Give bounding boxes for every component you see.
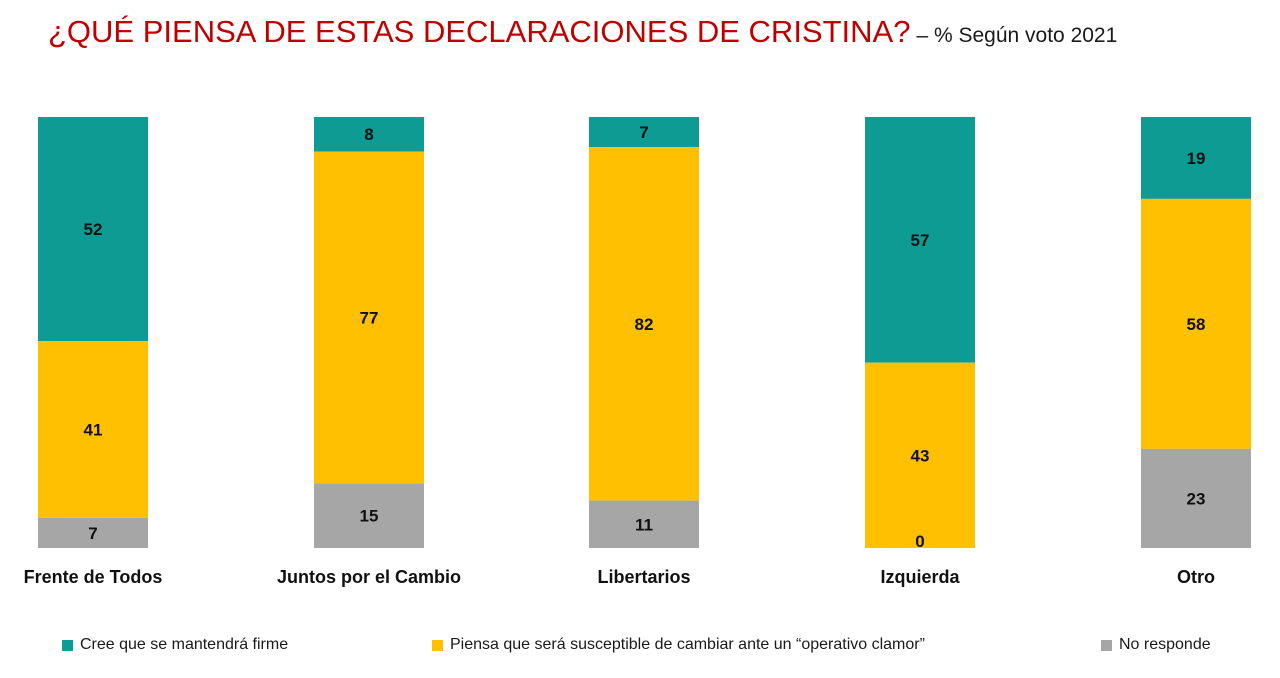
data-label-libertarios-cambiar: 82 [635,315,654,334]
data-label-frente-de-todos-firme: 52 [84,220,103,239]
data-label-frente-de-todos-cambiar: 41 [84,420,103,439]
data-label-otro-firme: 19 [1187,149,1206,168]
bar-segment-libertarios-cambiar [589,147,699,501]
bar-segment-frente-de-todos-cambiar [38,341,148,518]
bar-segment-izquierda-firme [865,117,975,363]
data-label-otro-cambiar: 58 [1187,315,1206,334]
data-label-izquierda-cambiar: 43 [911,446,930,465]
data-label-juntos-por-el-cambio-cambiar: 77 [360,308,379,327]
data-label-izquierda-firme: 57 [911,231,930,250]
bar-segment-juntos-por-el-cambio-no-responde [314,483,424,548]
chart-title: ¿QUÉ PIENSA DE ESTAS DECLARACIONES DE CR… [48,14,911,49]
legend-item-no-responde: No responde [1101,636,1211,654]
bar-segment-juntos-por-el-cambio-firme [314,117,424,152]
data-label-otro-no-responde: 23 [1187,489,1206,508]
data-label-frente-de-todos-no-responde: 7 [88,524,97,543]
category-label-izquierda: Izquierda [880,567,960,587]
data-label-juntos-por-el-cambio-firme: 8 [364,125,373,144]
category-label-juntos-por-el-cambio: Juntos por el Cambio [277,567,461,587]
bar-segment-libertarios-no-responde [589,500,699,548]
chart-legend: Cree que se mantendrá firme Piensa que s… [0,636,1280,660]
bar-segment-otro-cambiar [1141,198,1251,449]
bar-segment-frente-de-todos-firme [38,117,148,342]
legend-swatch-no-responde [1101,639,1112,651]
category-label-frente-de-todos: Frente de Todos [24,567,163,587]
legend-label-cambiar: Piensa que será susceptible de cambiar a… [450,636,925,653]
category-label-libertarios: Libertarios [597,567,690,587]
bar-segment-otro-firme [1141,117,1251,199]
bar-segment-izquierda-cambiar [865,362,975,548]
data-label-libertarios-firme: 7 [639,123,648,142]
legend-label-firme: Cree que se mantendrá firme [80,636,289,653]
category-label-otro: Otro [1177,567,1215,587]
bar-segment-juntos-por-el-cambio-cambiar [314,151,424,484]
chart-subtitle: – % Según voto 2021 [916,24,1118,47]
legend-swatch-firme [62,639,73,651]
chart-title-row: ¿QUÉ PIENSA DE ESTAS DECLARACIONES DE CR… [48,14,1117,50]
legend-swatch-cambiar [432,639,443,651]
bar-segment-frente-de-todos-no-responde [38,517,148,548]
stacked-bar-chart: 52 41 7 Frente de Todos 8 77 15 Juntos por el C… [24,117,1251,587]
data-label-izquierda-no-responde: 0 [915,532,924,551]
bar-segment-libertarios-firme [589,117,699,148]
bar-segment-otro-no-responde [1141,448,1251,548]
data-label-juntos-por-el-cambio-no-responde: 15 [360,507,379,526]
data-label-libertarios-no-responde: 11 [635,515,653,534]
legend-item-cambiar: Piensa que será susceptible de cambiar a… [432,636,925,654]
legend-item-firme: Cree que se mantendrá firme [62,636,288,654]
legend-label-no-responde: No responde [1119,636,1211,653]
